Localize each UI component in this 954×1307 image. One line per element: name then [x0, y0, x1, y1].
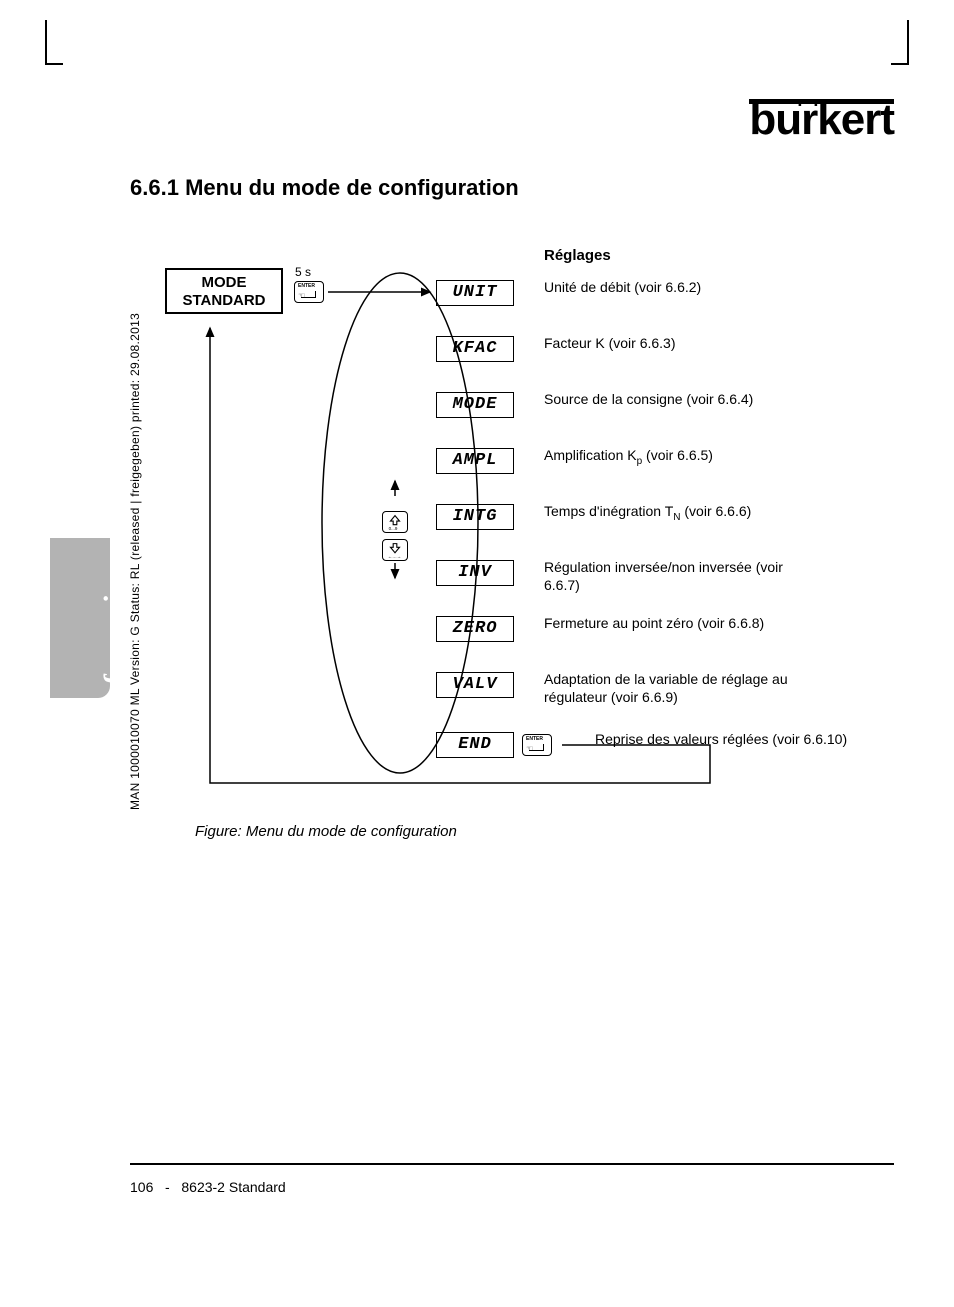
menu-desc-end: Reprise des valeurs réglées (voir 6.6.10… [595, 730, 855, 748]
mode-line1: MODE [167, 274, 281, 292]
down-arrow-key-icon: ←…→ [382, 539, 408, 561]
menu-desc-intg: Temps d'inégration TN (voir 6.6.6) [544, 502, 804, 524]
mode-line2: STANDARD [167, 292, 281, 310]
footer: 106 - 8623-2 Standard [130, 1179, 286, 1195]
section-heading: 6.6.1 Menu du mode de configuration [130, 175, 519, 201]
menu-desc-kfac: Facteur K (voir 6.6.3) [544, 334, 804, 352]
menu-item-zero: ZERO [436, 616, 514, 642]
menu-item-unit: UNIT [436, 280, 514, 306]
crop-mark-tr [891, 20, 909, 65]
menu-desc-zero: Fermeture au point zéro (voir 6.6.8) [544, 614, 804, 632]
menu-desc-valv: Adaptation de la variable de réglage au … [544, 670, 804, 706]
svg-text:←…→: ←…→ [388, 554, 402, 559]
svg-text:0...9: 0...9 [389, 526, 398, 531]
menu-item-end: END [436, 732, 514, 758]
enter-key-icon-end: ☜ [522, 734, 552, 756]
menu-item-valv: VALV [436, 672, 514, 698]
footer-sep: - [165, 1179, 170, 1195]
language-tab: français [50, 538, 110, 698]
menu-item-ampl: AMPL [436, 448, 514, 474]
enter-key-icon: ☜ [294, 281, 324, 303]
doc-ref: 8623-2 Standard [181, 1179, 285, 1195]
menu-item-intg: INTG [436, 504, 514, 530]
figure-caption: Figure: Menu du mode de configuration [195, 823, 457, 840]
menu-desc-unit: Unité de débit (voir 6.6.2) [544, 278, 804, 296]
language-label: français [98, 584, 132, 686]
menu-desc-mode: Source de la consigne (voir 6.6.4) [544, 390, 804, 408]
section-number: 6.6.1 [130, 175, 179, 200]
menu-item-inv: INV [436, 560, 514, 586]
hold-time-label: 5 s [295, 265, 311, 279]
menu-desc-inv: Régulation inversée/non inversée (voir 6… [544, 558, 804, 594]
menu-desc-ampl: Amplification Kp (voir 6.6.5) [544, 446, 804, 468]
mode-standard-box: MODE STANDARD [165, 268, 283, 314]
page-number: 106 [130, 1179, 153, 1195]
brand-logo: . . burkert [749, 95, 894, 145]
footer-rule [130, 1163, 894, 1165]
config-menu-diagram: MODE STANDARD 5 s ☜ 0...9 ←…→ Réglages U… [150, 243, 890, 803]
doc-metadata: MAN 1000010070 ML Version: G Status: RL … [128, 313, 142, 810]
menu-item-mode: MODE [436, 392, 514, 418]
crop-mark-tl [45, 20, 63, 65]
up-arrow-key-icon: 0...9 [382, 511, 408, 533]
menu-item-kfac: KFAC [436, 336, 514, 362]
settings-header: Réglages [544, 247, 611, 264]
section-title-text: Menu du mode de configuration [185, 175, 519, 200]
